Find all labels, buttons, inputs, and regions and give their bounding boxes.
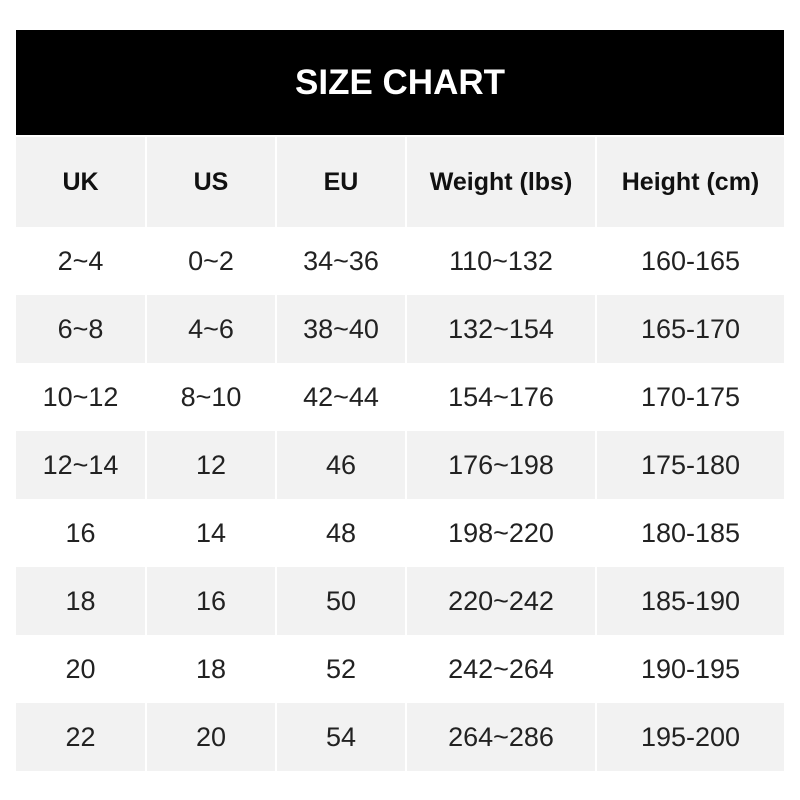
table-cell: 50 [277,567,405,635]
column-header: UK [16,135,145,227]
table-cell: 12~14 [16,431,145,499]
table-cell: 46 [277,431,405,499]
table-cell: 18 [16,567,145,635]
table-cell: 264~286 [407,703,595,771]
table-cell: 48 [325,517,357,548]
header-row: UK US EU Weight (lbs) Height (cm) [16,135,784,227]
table-cell: 2~4 [57,245,104,276]
table-cell: 16 [147,567,275,635]
table-cell: 52 [325,653,357,684]
table-cell: 242~264 [448,653,554,684]
table-row: 20 18 52 242~264 190-195 [16,635,784,703]
table-cell: 6~8 [16,295,145,363]
table-cell: 132~154 [407,295,595,363]
table-cell: 180-185 [640,517,741,548]
column-header: Weight (lbs) [407,135,595,227]
table-row: 2~4 0~2 34~36 110~132 160-165 [16,227,784,295]
table-cell: 10~12 [42,381,119,412]
column-header: EU [277,135,405,227]
table-cell: 34~36 [303,245,379,276]
table-cell: 20 [65,653,96,684]
table-cell: 38~40 [277,295,405,363]
table-cell: 4~6 [147,295,275,363]
table-cell: 160-165 [640,245,741,276]
table-row: 22 20 54 264~286 195-200 [16,703,784,771]
column-header: Height (cm) [597,135,784,227]
table-cell: 14 [195,517,227,548]
table-row: 12~14 12 46 176~198 175-180 [16,431,784,499]
table-cell: 154~176 [448,381,554,412]
table-cell: 220~242 [407,567,595,635]
table-cell: 195-200 [597,703,784,771]
size-chart-title: SIZE CHART [16,30,784,135]
table-row: 6~8 4~6 38~40 132~154 165-170 [16,295,784,363]
table-cell: 18 [195,653,227,684]
table-cell: 165-170 [597,295,784,363]
table-cell: 8~10 [180,381,242,412]
table-cell: 198~220 [448,517,554,548]
table-cell: 175-180 [597,431,784,499]
table-row: 18 16 50 220~242 185-190 [16,567,784,635]
table-row: 16 14 48 198~220 180-185 [16,499,784,567]
table-cell: 170-175 [640,381,741,412]
column-header: US [147,135,275,227]
table-cell: 16 [65,517,96,548]
size-table: UK US EU Weight (lbs) Height (cm) 2~4 0~2 34~3… [14,135,786,771]
table-cell: 22 [16,703,145,771]
table-cell: 12 [147,431,275,499]
table-cell: 185-190 [597,567,784,635]
table-row: 10~12 8~10 42~44 154~176 170-175 [16,363,784,431]
table-cell: 20 [147,703,275,771]
table-cell: 0~2 [188,245,234,276]
table-cell: 42~44 [303,381,379,412]
table-cell: 54 [277,703,405,771]
table-cell: 176~198 [407,431,595,499]
table-cell: 190-195 [640,653,741,684]
table-cell: 110~132 [449,245,553,276]
